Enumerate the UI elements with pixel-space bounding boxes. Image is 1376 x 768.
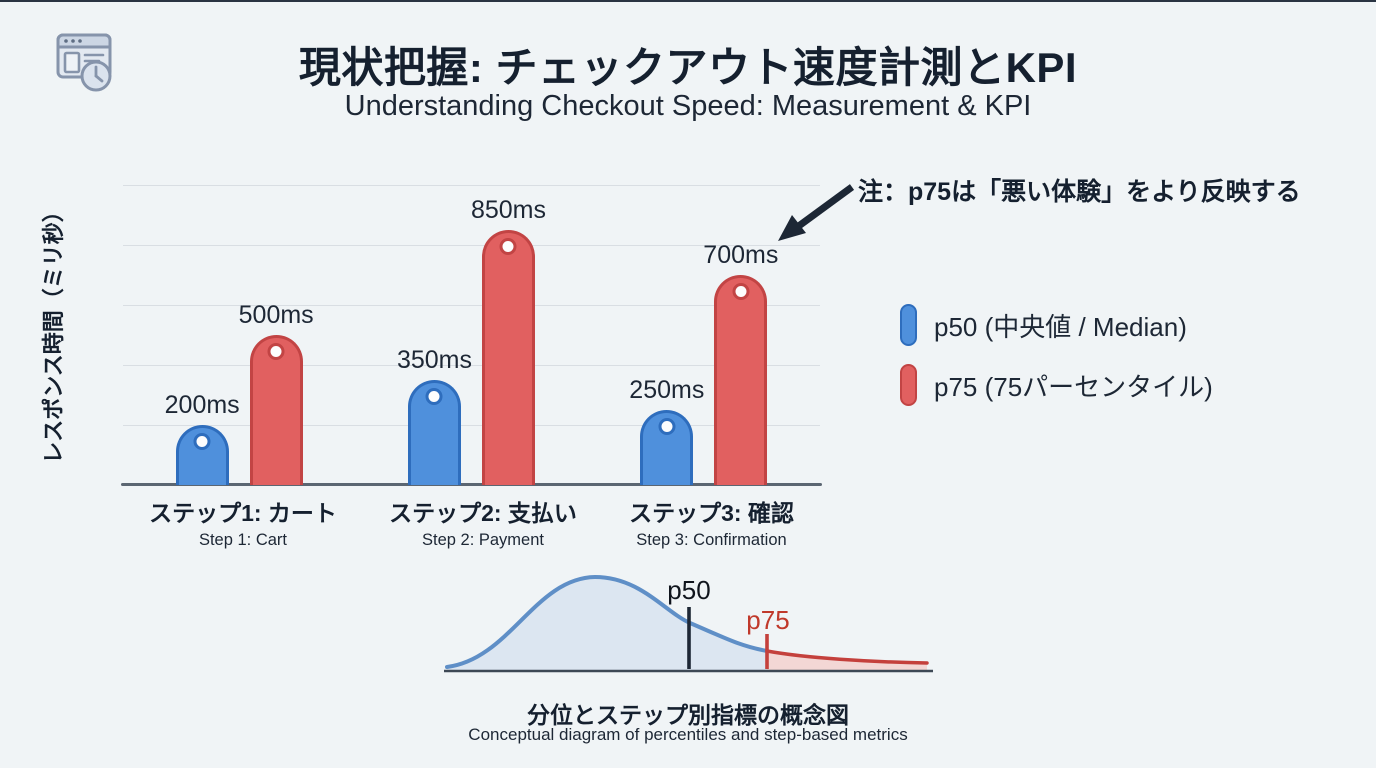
bar-p75-step2: 850ms xyxy=(471,196,546,485)
gridline-1000ms xyxy=(123,185,820,186)
y-axis-label: レスポンス時間（ミリ秒） xyxy=(41,200,66,464)
bar-p50-step2: 350ms xyxy=(397,346,472,485)
bar-knob xyxy=(499,238,517,255)
x-axis-labels: ステップ1: カート Step 1: Cart ステップ2: 支払い Step … xyxy=(123,494,820,550)
x-label-step1: ステップ1: カート Step 1: Cart xyxy=(149,494,337,550)
bar-knob xyxy=(193,433,211,450)
x-label-ja: ステップ1: カート xyxy=(149,500,337,526)
bar-value-label: 200ms xyxy=(164,391,240,419)
bar-value-label: 250ms xyxy=(629,376,705,404)
legend-label: p75 (75パーセンタイル) xyxy=(934,371,1213,402)
gridline-600ms xyxy=(123,305,820,306)
bar-p75-step1: 500ms xyxy=(239,301,314,485)
browser-window-clock-icon xyxy=(56,33,112,92)
x-label-step3: ステップ3: 確認 Step 3: Confirmation xyxy=(629,494,794,550)
p50-swatch-icon xyxy=(900,304,917,346)
gridline-400ms xyxy=(123,365,820,366)
bar-value-label: 350ms xyxy=(396,346,473,374)
bar-group-step3: 250ms 700ms xyxy=(629,185,778,485)
distribution-body-fill xyxy=(447,577,767,670)
legend-item-p50: p50 (中央値 / Median) xyxy=(900,303,1213,347)
distribution-caption-en: Conceptual diagram of percentiles and st… xyxy=(468,725,908,744)
bar-value-label: 700ms xyxy=(703,241,779,269)
bar-p50-step1: 200ms xyxy=(165,391,240,485)
annotation-arrow-icon xyxy=(778,184,855,241)
p75-marker-label: p75 xyxy=(746,605,790,635)
x-label-en: Step 3: Confirmation xyxy=(636,531,787,549)
distribution-tail-curve xyxy=(765,649,929,665)
page-subtitle: Understanding Checkout Speed: Measuremen… xyxy=(344,90,1032,122)
gridline-800ms xyxy=(123,245,820,246)
p75-swatch-icon xyxy=(900,364,917,406)
x-label-ja: ステップ3: 確認 xyxy=(629,500,794,526)
distribution-curve xyxy=(445,574,769,669)
bar-knob xyxy=(425,388,443,405)
bar-p50-step3: 250ms xyxy=(629,376,704,485)
distribution-caption-ja: 分位とステップ別指標の概念図 xyxy=(527,702,849,728)
p50-marker-label: p50 xyxy=(667,575,711,605)
bar-group-step1: 200ms 500ms xyxy=(165,185,314,485)
page-title: 現状把握: チェックアウト速度計測とKPI xyxy=(298,44,1078,91)
x-axis-baseline xyxy=(121,483,822,486)
gridline-200ms xyxy=(123,425,820,426)
x-label-step2: ステップ2: 支払い Step 2: Payment xyxy=(389,494,577,550)
bar-value-label: 500ms xyxy=(238,301,314,329)
x-label-en: Step 2: Payment xyxy=(422,531,544,549)
bar-groups: 200ms 500ms 350ms 850ms xyxy=(123,185,820,485)
p75-note-annotation: 注：p75は「悪い体験」をより反映する xyxy=(858,178,1301,206)
x-label-en: Step 1: Cart xyxy=(198,531,288,549)
bar-chart-plot: 200ms 500ms 350ms 850ms xyxy=(121,185,822,486)
legend-item-p75: p75 (75パーセンタイル) xyxy=(900,363,1213,407)
bar-knob xyxy=(658,418,676,435)
x-label-ja: ステップ2: 支払い xyxy=(389,500,577,526)
bar-knob xyxy=(267,343,285,360)
chart-legend: p50 (中央値 / Median) p75 (75パーセンタイル) xyxy=(900,303,1213,423)
legend-label: p50 (中央値 / Median) xyxy=(934,311,1187,342)
bar-p75-step3: 700ms xyxy=(703,241,778,485)
bar-knob xyxy=(732,283,750,300)
percentile-distribution-diagram xyxy=(444,574,933,673)
bar-group-step2: 350ms 850ms xyxy=(397,185,546,485)
bar-value-label: 850ms xyxy=(470,196,547,224)
